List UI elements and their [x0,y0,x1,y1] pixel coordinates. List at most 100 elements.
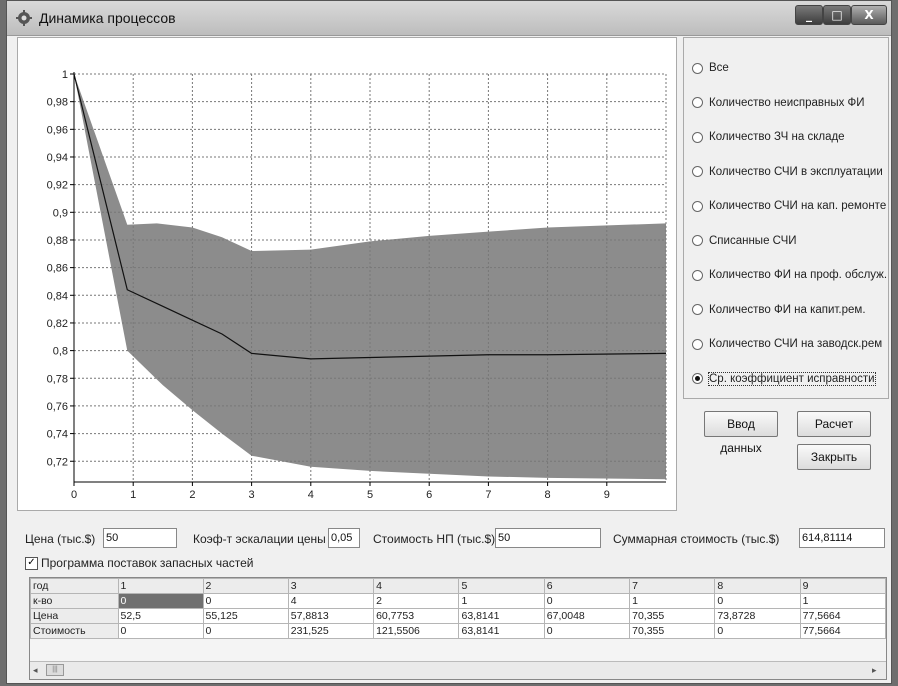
table-cell[interactable]: 52,5 [117,608,204,624]
table-cell[interactable]: 55,125 [202,608,289,624]
maximize-button[interactable]: □ [823,5,851,25]
input-data-button[interactable]: Ввод данных [704,411,778,455]
radio-option-label: Количество ФИ на проф. обслуж. [709,269,888,281]
radio-option[interactable]: Количество ФИ на капит.рем. [692,304,866,320]
table-cell[interactable]: 70,355 [629,608,716,624]
horizontal-scrollbar[interactable]: ◂ ||| ▸ [30,661,886,679]
table-cell[interactable]: 67,0048 [543,608,631,624]
table-cell[interactable]: 1 [629,593,716,609]
table-cell[interactable]: 0 [714,593,801,609]
x-tick-label: 9 [604,489,610,501]
y-tick-label: 1 [62,69,68,81]
radio-option[interactable]: Количество ФИ на проф. обслуж. [692,269,887,285]
radio-option[interactable]: Ср. коэффициент исправности [692,371,876,389]
table-cell[interactable]: 60,7753 [373,608,460,624]
table-cell[interactable]: 0 [714,623,801,639]
radio-unchecked-icon[interactable] [692,166,703,177]
price-input[interactable]: 50 [103,528,177,548]
radio-option-label: Количество СЧИ на кап. ремонте [709,200,887,212]
mean-series-line [73,73,667,360]
spare-parts-checkbox[interactable]: ✓ [25,557,38,570]
row-header: Стоимость [30,623,119,639]
spare-parts-checkbox-label[interactable]: Программа поставок запасных частей [41,556,254,570]
radio-option-label: Количество СЧИ в эксплуатации [709,165,883,178]
x-tick-label: 2 [189,489,195,501]
table-cell: 4 [373,578,460,594]
title-bar: Динамика процессов _ □ X [7,1,891,36]
radio-option[interactable]: Количество ЗЧ на складе [692,131,845,147]
table-cell[interactable]: 0 [543,593,631,609]
chart-panel: 1 0,98 0,96 0,94 0,92 0,9 0,88 0,86 0,84 0,82 0,8 0… [17,37,677,511]
table-cell: 9 [799,578,887,594]
close-button[interactable]: Закрыть [797,444,871,470]
data-grid: год 1 2 3 4 5 6 7 8 9 к-во 0 0 4 2 1 0 1 0 1 Цена 52,5 55,125 5… [29,577,887,680]
scroll-right-icon[interactable]: ▸ [872,665,877,675]
table-cell[interactable]: 63,8141 [458,623,545,639]
table-cell[interactable]: 0 [202,593,289,609]
calculate-button[interactable]: Расчет [797,411,871,437]
table-cell: 1 [117,578,204,594]
y-tick-label: 0,84 [47,290,68,302]
table-cell[interactable]: 0 [543,623,631,639]
radio-option[interactable]: Количество СЧИ на заводск.рем [692,338,882,354]
total-cost-output: 614,81114 [799,528,885,548]
window-title: Динамика процессов [39,10,176,26]
table-cell[interactable]: 77,5664 [799,623,887,639]
table-cell[interactable]: 57,8813 [287,608,375,624]
table-cell[interactable]: 2 [373,593,460,609]
radio-checked-icon[interactable] [692,373,703,384]
data-table: год 1 2 3 4 5 6 7 8 9 к-во 0 0 4 2 1 0 1 0 1 Цена 52,5 55,125 5… [30,578,887,639]
close-window-button[interactable]: X [851,5,887,25]
y-tick-label: 0,72 [47,456,68,468]
table-cell[interactable]: 77,5664 [799,608,887,624]
minimize-button[interactable]: _ [795,5,823,25]
table-cell[interactable]: 0 [202,623,289,639]
y-tick-label: 0,9 [53,207,68,219]
x-tick-label: 5 [367,489,373,501]
radio-unchecked-icon[interactable] [692,304,703,315]
check-mark-icon: ✓ [27,557,36,568]
radio-option-label: Количество неисправных ФИ [709,96,865,109]
table-cell[interactable]: 1 [799,593,887,609]
table-row: Стоимость 0 0 231,525 121,5506 63,8141 0 70,355… [30,623,887,639]
radio-unchecked-icon[interactable] [692,62,703,74]
table-cell[interactable]: 231,525 [287,623,375,639]
radio-option[interactable]: Количество неисправных ФИ [692,97,865,113]
radio-unchecked-icon[interactable] [692,338,703,350]
radio-unchecked-icon[interactable] [692,131,703,143]
table-cell[interactable]: 0 [117,623,204,639]
total-cost-label: Суммарная стоимость (тыс.$) [613,532,780,546]
gear-icon [16,10,32,26]
table-cell: 6 [543,578,631,594]
table-cell[interactable]: 4 [287,593,375,609]
radio-unchecked-icon[interactable] [692,200,703,212]
np-cost-input[interactable]: 50 [495,528,601,548]
scroll-left-icon[interactable]: ◂ [33,665,38,675]
radio-unchecked-icon[interactable] [692,269,703,281]
y-tick-label: 0,78 [47,373,68,385]
radio-option-label: Количество СЧИ на заводск.рем [709,338,883,350]
y-tick-label: 0,98 [47,97,68,109]
radio-option-label: Ср. коэффициент исправности [708,371,876,386]
y-tick-label: 0,94 [47,152,68,164]
table-cell[interactable]: 70,355 [629,623,716,639]
y-tick-label: 0,82 [47,318,68,330]
radio-option[interactable]: Все [692,62,729,78]
radio-option[interactable]: Списанные СЧИ [692,235,797,251]
scrollbar-thumb[interactable]: ||| [46,664,64,676]
table-cell[interactable]: 0 [117,593,204,609]
table-cell: 2 [202,578,289,594]
radio-unchecked-icon[interactable] [692,235,703,246]
table-cell: 7 [629,578,716,594]
radio-option[interactable]: Количество СЧИ на кап. ремонте [692,200,886,216]
radio-option[interactable]: Количество СЧИ в эксплуатации [692,166,883,182]
table-cell[interactable]: 63,8141 [458,608,545,624]
table-cell[interactable]: 73,8728 [714,608,801,624]
escalation-input[interactable]: 0,05 [328,528,360,548]
radio-unchecked-icon[interactable] [692,97,703,108]
y-tick-label: 0,74 [47,429,68,441]
table-cell[interactable]: 1 [458,593,545,609]
table-cell[interactable]: 121,5506 [373,623,460,639]
x-tick-label: 7 [485,489,491,501]
table-row: год 1 2 3 4 5 6 7 8 9 [30,578,887,594]
